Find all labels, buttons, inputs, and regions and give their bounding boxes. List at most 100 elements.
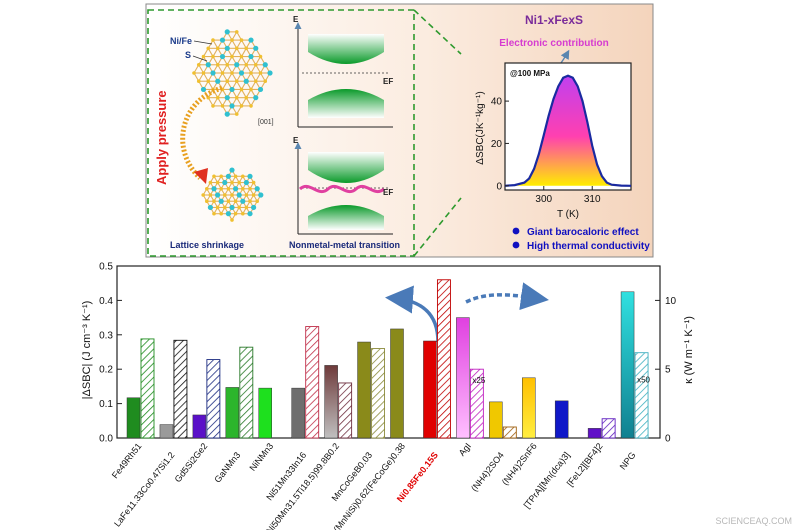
s-atom [230, 180, 234, 185]
inset-y-tick-label: 20 [491, 139, 503, 150]
s-atom [230, 38, 234, 42]
s-atom [241, 174, 245, 179]
conductivity-scale-note: x50 [637, 376, 650, 385]
s-atom [255, 199, 259, 204]
category-label: (NH4)2SnF6 [500, 441, 539, 487]
valence-band [308, 205, 384, 230]
s-atom [201, 71, 206, 75]
category-label: Fe49Rh51 [110, 441, 144, 480]
s-atom [212, 199, 216, 204]
inset-y-tick-label: 0 [496, 181, 502, 192]
conductivity-bar [469, 368, 484, 439]
s-atom [253, 62, 258, 67]
inset-xlabel: T (K) [557, 209, 579, 220]
entropy-bar [522, 377, 536, 439]
s-atom [230, 71, 234, 75]
lattice-structure-compressed [201, 167, 264, 222]
s-atom [230, 193, 234, 197]
s-atom [244, 205, 249, 210]
left-y-tick-label: 0.4 [99, 296, 113, 307]
s-atom [244, 46, 249, 51]
s-atom [249, 71, 253, 75]
conductivity-bar [239, 346, 254, 439]
s-atom [223, 205, 227, 210]
s-atom [234, 46, 239, 51]
inset-y-tick-label: 40 [491, 97, 503, 108]
entropy-bar [554, 400, 569, 439]
ni-fe-atom [243, 179, 249, 186]
peak-curve-line [504, 74, 632, 187]
entropy-bar [456, 317, 470, 439]
s-atom [253, 79, 258, 84]
s-atom [201, 54, 206, 59]
s-atom [215, 205, 220, 210]
bullet-item: Giant barocaloric effect [527, 227, 639, 238]
energy-axis-label: E [293, 15, 299, 24]
s-atom [233, 174, 238, 179]
ni-fe-atom [218, 198, 224, 204]
s-atom [244, 95, 249, 100]
s-atom [208, 180, 213, 185]
category-label: [FeL2][BF4]2 [565, 441, 605, 488]
s-atom [219, 211, 223, 216]
band-diagram-metallic: E EF [293, 136, 393, 235]
band-diagram-insulating: E EF [293, 15, 393, 128]
conductivity-bar [305, 326, 320, 439]
ni-fe-atom [240, 198, 246, 204]
zoom-line-bottom [413, 197, 462, 257]
s-atom [220, 71, 225, 75]
s-atom [225, 79, 230, 84]
category-label: GaNMn3 [212, 450, 242, 485]
bullet-list: Giant barocaloric effect High thermal co… [512, 227, 650, 252]
conductivity-bar [601, 418, 616, 439]
ni-fe-atom [200, 86, 207, 93]
left-y-tick-label: 0.0 [99, 434, 113, 445]
s-atom [225, 62, 230, 67]
fermi-label: EF [383, 188, 393, 197]
bullet-dot [512, 227, 520, 235]
s-atom [244, 62, 249, 67]
left-y-tick-label: 0.5 [99, 262, 113, 273]
energy-axis-label: E [293, 136, 299, 145]
s-label: S [185, 50, 191, 60]
ni-fe-atom [215, 192, 221, 198]
ni-fe-atom [247, 173, 253, 179]
left-y-tick-label: 0.1 [99, 399, 113, 410]
s-atom [223, 193, 227, 197]
ni-fe-atom [225, 173, 231, 179]
ni-fe-atom [229, 167, 235, 173]
category-label: NiNMn3 [247, 441, 275, 473]
s-atom [239, 38, 244, 42]
ni-fe-atom [224, 29, 230, 35]
s-atom [211, 104, 215, 108]
conductivity-bar [338, 382, 353, 439]
s-atom [212, 211, 216, 216]
ni-fe-atom [225, 211, 231, 217]
ni-fe-atom [254, 186, 260, 192]
ni-fe-atom [207, 204, 213, 211]
entropy-bar [423, 340, 437, 439]
entropy-bar [587, 428, 602, 439]
ni-fe-atom [267, 70, 273, 76]
s-atom [196, 62, 201, 67]
transition-caption: Nonmetal-metal transition [289, 240, 400, 250]
conductivity-scale-note: x25 [472, 376, 485, 385]
s-atom [226, 186, 231, 191]
ni-fe-atom [234, 62, 240, 68]
right-y-tick-label: 0 [665, 434, 671, 445]
ni-fe-atom [236, 192, 242, 198]
s-atom [234, 95, 239, 100]
conductivity-bar [502, 426, 517, 439]
metallic-state-wave [298, 184, 386, 194]
entropy-bar [258, 387, 272, 439]
s-atom [220, 104, 225, 108]
s-atom [230, 54, 234, 59]
ni-fe-atom [253, 45, 259, 51]
s-atom [237, 205, 241, 210]
ni-fe-atom [248, 37, 254, 43]
electronic-contribution-label: Electronic contribution [499, 38, 608, 49]
pressure-arrow [180, 85, 223, 180]
s-atom [206, 46, 211, 51]
s-atom [215, 46, 220, 51]
